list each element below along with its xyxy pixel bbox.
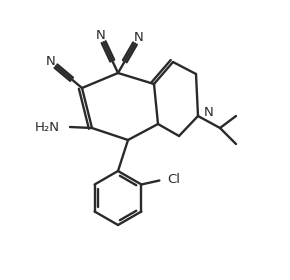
Text: N: N [134,31,143,44]
Text: N: N [204,106,214,118]
Text: H₂N: H₂N [35,120,60,134]
Text: Cl: Cl [167,173,180,186]
Text: N: N [46,55,55,68]
Text: N: N [96,29,106,42]
